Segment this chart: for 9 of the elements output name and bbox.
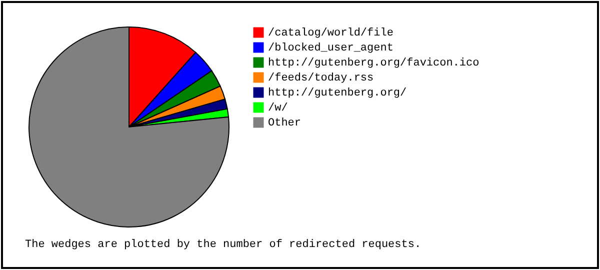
legend-label: /feeds/today.rss: [268, 72, 374, 84]
legend-label: http://gutenberg.org/favicon.ico: [268, 58, 480, 70]
legend-label: /catalog/world/file: [268, 28, 394, 40]
legend-label: /w/: [268, 102, 288, 114]
legend-label: http://gutenberg.org/: [268, 88, 407, 100]
legend-label: Other: [268, 118, 302, 130]
pie-slice: [28, 26, 230, 228]
text: The wedges are plotted by the number of redirected requests.: [25, 239, 422, 251]
legend-label: /blocked_user_agent: [268, 42, 394, 54]
